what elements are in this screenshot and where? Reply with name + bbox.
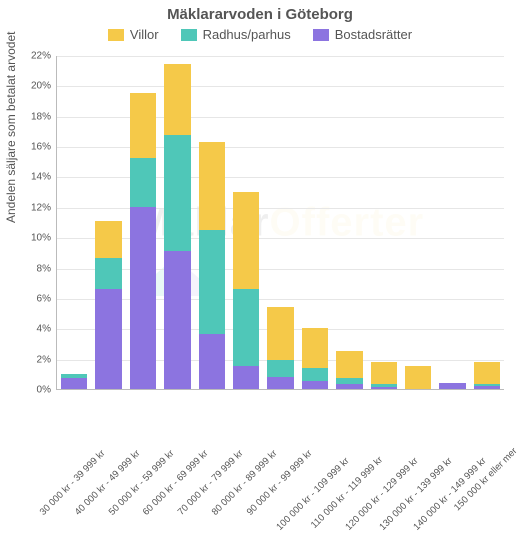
x-tick: 80 000 kr - 89 999 kr (272, 386, 342, 456)
bar-segment-bostadsratter (233, 366, 259, 389)
x-tick: 30 000 kr - 39 999 kr (100, 386, 170, 456)
bar-segment-bostadsratter (336, 384, 362, 389)
legend-item-bostadsratter: Bostadsrätter (313, 27, 412, 42)
bar-segment-bostadsratter (130, 207, 156, 389)
bar-segment-villor (233, 192, 259, 289)
y-tick: 22% (21, 51, 51, 62)
bar-segment-villor (164, 64, 190, 135)
y-tick: 2% (21, 354, 51, 365)
x-tick: 70 000 kr - 79 999 kr (237, 386, 307, 456)
legend-label-villor: Villor (130, 27, 159, 42)
legend-label-radhus: Radhus/parhus (203, 27, 291, 42)
bar-segment-radhus (95, 258, 121, 288)
chart-title: Mäklararvoden i Göteborg (0, 0, 520, 23)
bar-segment-bostadsratter (61, 378, 87, 389)
bar-segment-radhus (233, 289, 259, 366)
y-axis-label: Andelen säljare som betalat arvodet (4, 32, 18, 223)
bar-segment-bostadsratter (439, 383, 465, 389)
bar-segment-radhus (267, 360, 293, 377)
bar-segment-bostadsratter (95, 289, 121, 389)
bar-segment-villor (95, 221, 121, 259)
bar-slot: 80 000 kr - 89 999 kr (233, 56, 259, 389)
bar-segment-bostadsratter (164, 251, 190, 389)
bar-segment-villor (336, 351, 362, 378)
bar-slot: 90 000 kr - 99 999 kr (267, 56, 293, 389)
chart-container: Mäklararvoden i Göteborg Villor Radhus/p… (0, 0, 520, 520)
bar-segment-radhus (130, 158, 156, 207)
bar-segment-villor (302, 328, 328, 367)
y-tick: 18% (21, 111, 51, 122)
y-tick: 4% (21, 324, 51, 335)
bar-segment-bostadsratter (267, 377, 293, 389)
bar-segment-bostadsratter (474, 386, 500, 389)
bar-segment-radhus (199, 230, 225, 335)
bar-segment-radhus (302, 368, 328, 382)
bar-slot: 120 000 kr - 129 999 kr (371, 56, 397, 389)
bar-slot: 110 000 kr - 119 999 kr (336, 56, 362, 389)
bar-segment-villor (405, 366, 431, 389)
bar-slot: 150 000 kr eller mer (474, 56, 500, 389)
legend-label-bostadsratter: Bostadsrätter (335, 27, 412, 42)
bar-segment-bostadsratter (302, 381, 328, 389)
y-tick: 16% (21, 142, 51, 153)
bar-slot: 140 000 kr - 149 999 kr (439, 56, 465, 389)
bar-slot: 100 000 kr - 109 999 kr (302, 56, 328, 389)
bar-slot: 40 000 kr - 49 999 kr (95, 56, 121, 389)
bar-segment-bostadsratter (371, 387, 397, 389)
y-tick: 20% (21, 81, 51, 92)
legend-swatch-villor (108, 29, 124, 41)
y-tick: 14% (21, 172, 51, 183)
x-tick: 60 000 kr - 69 999 kr (203, 386, 273, 456)
x-tick: 40 000 kr - 49 999 kr (134, 386, 204, 456)
y-tick: 12% (21, 202, 51, 213)
bar-slot: 130 000 kr - 139 999 kr (405, 56, 431, 389)
bar-segment-villor (371, 362, 397, 385)
bar-segment-bostadsratter (199, 334, 225, 389)
bar-segment-villor (267, 307, 293, 360)
legend-swatch-bostadsratter (313, 29, 329, 41)
legend-swatch-radhus (181, 29, 197, 41)
legend-item-villor: Villor (108, 27, 159, 42)
y-tick: 6% (21, 293, 51, 304)
bar-slot: 50 000 kr - 59 999 kr (130, 56, 156, 389)
y-tick: 8% (21, 263, 51, 274)
legend-item-radhus: Radhus/parhus (181, 27, 291, 42)
bar-slot: 60 000 kr - 69 999 kr (164, 56, 190, 389)
bar-slot: 70 000 kr - 79 999 kr (199, 56, 225, 389)
bar-slot: 30 000 kr - 39 999 kr (61, 56, 87, 389)
plot-area: MäklarOfferter 0%2%4%6%8%10%12%14%16%18%… (56, 56, 504, 390)
bar-segment-villor (199, 142, 225, 230)
bar-segment-villor (474, 362, 500, 385)
bars: 30 000 kr - 39 999 kr 40 000 kr - 49 999 … (57, 56, 504, 389)
bar-segment-radhus (164, 135, 190, 250)
y-tick: 10% (21, 233, 51, 244)
bar-segment-villor (130, 93, 156, 158)
legend: Villor Radhus/parhus Bostadsrätter (0, 27, 520, 42)
y-tick: 0% (21, 385, 51, 396)
